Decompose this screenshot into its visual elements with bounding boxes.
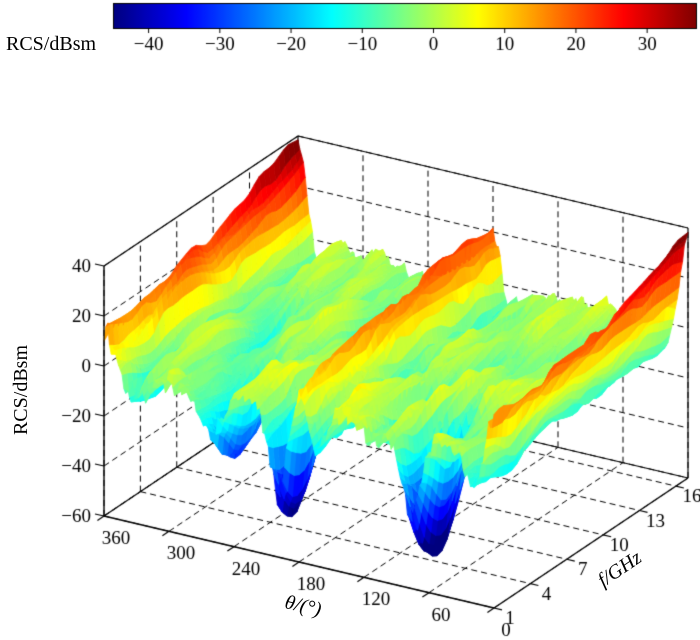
rcs-3d-surface-figure: RCS/dBsm RCS/dBsm θ/(°) f/GHz	[0, 0, 700, 640]
surface-plot-canvas	[0, 0, 700, 640]
